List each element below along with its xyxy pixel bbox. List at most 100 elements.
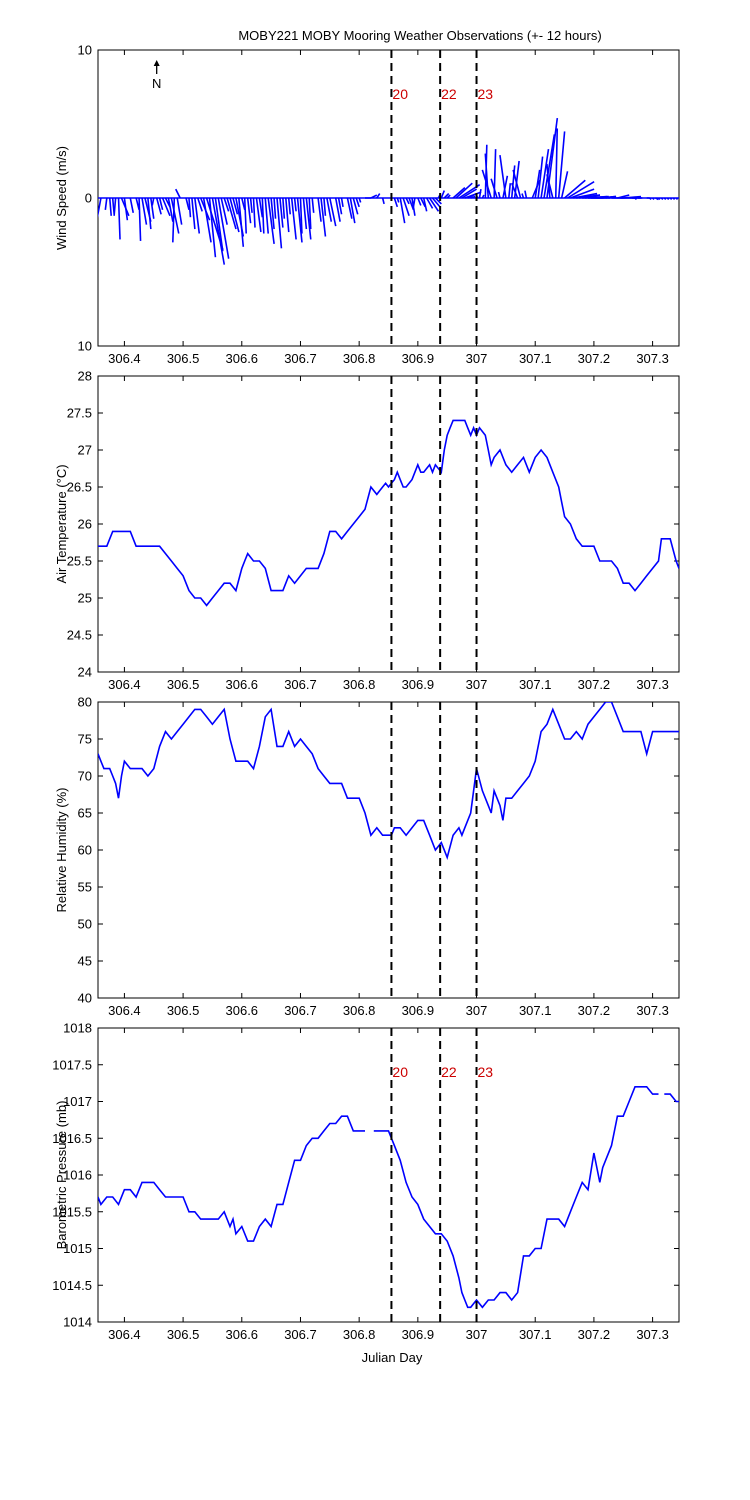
x-tick-label: 307.3: [636, 351, 669, 366]
wind-vector: [98, 197, 102, 218]
y-tick-label: 28: [78, 369, 92, 384]
x-tick-label: 306.8: [343, 1003, 376, 1018]
x-tick-label: 306.5: [167, 351, 200, 366]
x-tick-label: 307.3: [636, 677, 669, 692]
wind-vector: [461, 188, 478, 199]
wind-vector: [267, 197, 275, 244]
wind-vector: [255, 197, 262, 233]
x-tick-label: 306.7: [284, 351, 317, 366]
x-tick-label: 307: [466, 677, 488, 692]
x-tick-label: 307.2: [578, 351, 611, 366]
x-tick-label: 306.6: [226, 351, 259, 366]
wind-vector: [666, 197, 670, 201]
wind-vector: [258, 197, 264, 218]
figure-title: MOBY221 MOBY Mooring Weather Observation…: [238, 28, 601, 43]
event-label: 20: [392, 1064, 408, 1080]
wind-vector: [123, 197, 129, 221]
wind-vector: [302, 197, 308, 230]
wind-vector: [296, 197, 303, 243]
wind-vector: [663, 197, 667, 201]
wind-vector: [311, 197, 315, 213]
wind-vector: [534, 169, 541, 199]
wind-vector: [554, 128, 559, 199]
y-tick-label: 1017.5: [52, 1057, 92, 1072]
wind-vector: [320, 197, 327, 237]
wind-vector: [252, 197, 256, 228]
x-tick-label: 307.1: [519, 1327, 552, 1342]
wind-vector: [455, 182, 473, 199]
wind-vector: [467, 192, 477, 199]
y-tick-label: 40: [78, 991, 92, 1006]
wind-vector: [276, 197, 283, 249]
x-tick-label: 306.4: [108, 1003, 141, 1018]
wind-vector: [399, 197, 406, 224]
y-tick-label: 70: [78, 769, 92, 784]
panel-humidity: 306.4 306.5 306.6 306.7 306.8 306.9 307 307.1 30…: [54, 695, 680, 1018]
wind-vector: [402, 197, 410, 217]
wind-vector: [167, 197, 174, 222]
wind-vector: [669, 197, 673, 201]
wind-vector: [675, 197, 679, 201]
wind-vector: [208, 197, 217, 258]
wind-vector: [308, 197, 312, 230]
wind-vector: [655, 197, 659, 201]
wind-vector: [521, 193, 525, 199]
wind-vector: [510, 182, 519, 199]
wind-vector: [478, 188, 482, 199]
wind-vector: [261, 197, 265, 234]
x-tick-label: 307: [466, 351, 488, 366]
wind-vector: [147, 197, 152, 230]
x-tick-label: 306.5: [167, 1327, 200, 1342]
wind-vector: [290, 197, 297, 240]
event-label: 23: [478, 86, 494, 102]
x-tick-label: 306.8: [343, 677, 376, 692]
wind-vector: [323, 197, 327, 216]
wind-vector: [246, 197, 252, 224]
wind-vector: [232, 197, 239, 215]
wind-vector: [557, 131, 566, 199]
y-tick-label: 25.5: [67, 554, 92, 569]
wind-vector: [408, 197, 415, 211]
wind-vector: [497, 191, 501, 199]
wind-vector: [188, 197, 192, 218]
wind-vector: [243, 197, 247, 234]
wind-vector: [299, 197, 303, 234]
wind-vector: [672, 197, 676, 201]
wind-vector: [440, 190, 446, 199]
x-tick-label: 306.8: [343, 351, 376, 366]
wind-vector: [129, 197, 135, 213]
wind-vector: [305, 197, 312, 240]
wind-vector: [249, 197, 253, 213]
wind-vector: [355, 197, 360, 208]
wind-vector: [194, 197, 201, 234]
wind-vector: [334, 197, 341, 222]
wind-vector: [191, 197, 196, 230]
y-tick-label: 50: [78, 917, 92, 932]
wind-vector: [567, 181, 595, 199]
y-tick-label: 1015.5: [52, 1204, 92, 1219]
y-tick-label: 0: [85, 191, 92, 206]
wind-vector: [452, 187, 466, 199]
x-tick-label: 306.6: [226, 1003, 259, 1018]
x-axis-label: Julian Day: [362, 1350, 423, 1365]
series-line-pressure: [373, 1086, 659, 1309]
wind-vector: [279, 197, 284, 228]
series-airtemp: [98, 419, 679, 607]
x-tick-label: 306.6: [226, 1327, 259, 1342]
wind-vector: [420, 197, 426, 208]
wind-vector: [481, 169, 492, 199]
wind-vector: [117, 197, 121, 240]
wind-vector: [211, 197, 226, 265]
wind-vector: [560, 171, 569, 199]
wind-vector: [217, 197, 230, 259]
wind-vector: [241, 197, 246, 211]
x-tick-label: 306.9: [402, 677, 435, 692]
x-tick-label: 306.4: [108, 351, 141, 366]
wind-vector: [270, 197, 275, 230]
y-tick-label: 1018: [63, 1021, 92, 1036]
wind-vector: [537, 156, 544, 199]
x-tick-label: 307.2: [578, 1003, 611, 1018]
wind-vector: [370, 194, 378, 199]
wind-vector: [326, 197, 333, 222]
